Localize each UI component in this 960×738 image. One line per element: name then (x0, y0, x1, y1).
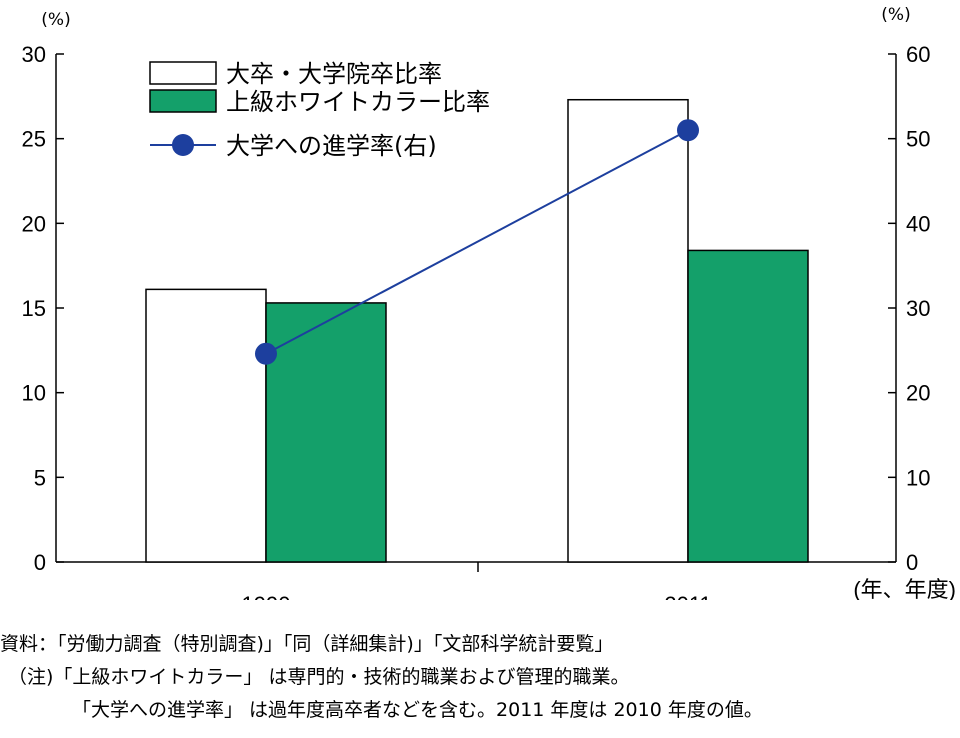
y-right-tick-label: 0 (906, 550, 918, 575)
footnote: （注)「上級ホワイトカラー」 は専門的・技術的職業および管理的職業。 (8, 666, 630, 688)
line-point (255, 342, 277, 365)
y-right-tick-label: 10 (906, 465, 930, 490)
line-series (255, 119, 699, 365)
notes: 資料：「労働力調査（特別調査)」「同（詳細集計)」「文部科学統計要覧」 （注)「… (0, 628, 960, 727)
y-right-tick-label: 30 (906, 296, 930, 321)
y-right-unit: (%) (881, 5, 910, 25)
y-left-tick-label: 25 (22, 127, 46, 152)
source-note: 資料：「労働力調査（特別調査)」「同（詳細集計)」「文部科学統計要覧」 (0, 633, 614, 655)
footnote-2: 「大学への進学率」 は過年度高卒者などを含む。2011 年度は 2010 年度の… (72, 699, 763, 721)
tick-labels: 0 5 10 15 20 25 30 0 10 20 30 40 50 60 1990 2011 (22, 42, 931, 600)
legend-swatch (149, 61, 217, 85)
y-left-unit: (%) (41, 10, 70, 30)
bars (145, 98, 809, 563)
legend-label: 大卒・大学院卒比率 (226, 60, 442, 88)
x-tick-label: 2011 (664, 592, 711, 600)
y-left-tick-label: 5 (34, 465, 46, 490)
y-left-tick-label: 0 (34, 550, 46, 575)
y-left-tick-label: 15 (22, 296, 46, 321)
legend-label: 上級ホワイトカラー比率 (226, 88, 490, 116)
bar (145, 288, 267, 563)
x-tick-label: 1990 (242, 592, 291, 600)
legend-swatch (172, 134, 194, 156)
chart: 0 5 10 15 20 25 30 0 10 20 30 40 50 60 1990 2011 大卒・大学院… (22, 5, 956, 600)
bar (265, 302, 387, 563)
series-line (265, 129, 689, 355)
y-right-tick-label: 40 (906, 211, 930, 236)
legend-label: 大学への進学率(右) (226, 132, 437, 160)
legend-swatch (149, 89, 217, 113)
x-unit: (年、年度) (853, 577, 956, 600)
bar (567, 98, 689, 563)
y-right-tick-label: 20 (906, 381, 930, 406)
line-point (677, 119, 699, 142)
y-right-tick-label: 50 (906, 127, 930, 152)
y-left-tick-label: 30 (22, 42, 46, 67)
y-left-tick-label: 20 (22, 211, 46, 236)
y-left-tick-label: 10 (22, 381, 46, 406)
bar (687, 249, 809, 563)
y-right-tick-label: 60 (906, 42, 930, 67)
